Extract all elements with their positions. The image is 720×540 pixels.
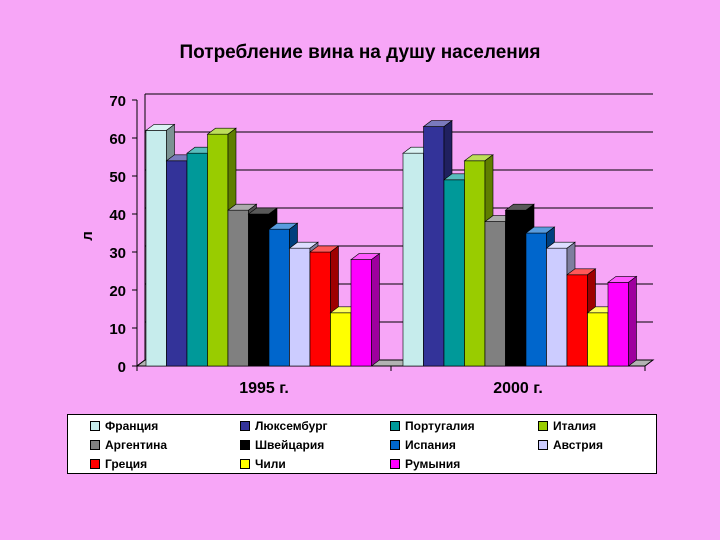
bar-front bbox=[227, 209, 249, 367]
bar-front bbox=[248, 213, 270, 367]
y-tick-label: 10 bbox=[109, 321, 126, 338]
legend-item: Испания bbox=[390, 438, 456, 452]
legend-label: Швейцария bbox=[255, 438, 325, 452]
bar-front bbox=[546, 247, 568, 367]
legend-item: Аргентина bbox=[90, 438, 167, 452]
legend-item: Португалия bbox=[390, 419, 475, 433]
legend-swatch bbox=[90, 421, 100, 431]
legend-label: Чили bbox=[255, 457, 286, 471]
legend-item: Люксембург bbox=[240, 419, 328, 433]
bar-front bbox=[289, 247, 311, 367]
legend-item: Франция bbox=[90, 419, 158, 433]
bar-front bbox=[402, 152, 424, 367]
legend: Франция Люксембург Португалия Италия Аргенти… bbox=[67, 414, 657, 474]
legend-label: Австрия bbox=[553, 438, 604, 452]
y-tick-label: 20 bbox=[109, 283, 126, 300]
y-tick-label: 70 bbox=[109, 93, 126, 110]
y-tick-label: 60 bbox=[109, 131, 126, 148]
legend-swatch bbox=[90, 440, 100, 450]
bar-front bbox=[484, 221, 506, 367]
legend-item: Швейцария bbox=[240, 438, 324, 452]
legend-item: Чили bbox=[240, 457, 286, 471]
bar-front bbox=[423, 126, 445, 367]
legend-item: Австрия bbox=[538, 438, 603, 452]
y-tick-label: 40 bbox=[109, 207, 126, 224]
legend-swatch bbox=[390, 459, 400, 469]
bar-front bbox=[443, 179, 465, 367]
x-tick-label: 2000 г. bbox=[493, 380, 543, 397]
bar-front bbox=[350, 259, 372, 367]
legend-swatch bbox=[90, 459, 100, 469]
legend-item: Греция bbox=[90, 457, 147, 471]
legend-label: Аргентина bbox=[105, 438, 168, 452]
bar-front bbox=[166, 160, 188, 367]
legend-swatch bbox=[240, 459, 250, 469]
legend-swatch bbox=[390, 421, 400, 431]
legend-swatch bbox=[538, 421, 548, 431]
y-tick-label: 50 bbox=[109, 169, 126, 186]
bar-front bbox=[309, 251, 331, 367]
bar-front bbox=[268, 228, 290, 367]
legend-label: Португалия bbox=[405, 419, 475, 433]
legend-label: Греция bbox=[105, 457, 148, 471]
legend-label: Франция bbox=[105, 419, 159, 433]
x-tick-label: 1995 г. bbox=[239, 380, 289, 397]
bar-front bbox=[145, 130, 167, 367]
bar-front bbox=[464, 160, 486, 367]
legend-swatch bbox=[240, 421, 250, 431]
legend-swatch bbox=[538, 440, 548, 450]
bar-front bbox=[566, 274, 588, 367]
chart-title: Потребление вина на душу населения bbox=[179, 42, 541, 63]
legend-swatch bbox=[390, 440, 400, 450]
bar-front bbox=[330, 312, 352, 367]
y-tick-label: 30 bbox=[109, 245, 126, 262]
bar-front bbox=[186, 152, 208, 367]
legend-label: Италия bbox=[553, 419, 597, 433]
legend-swatch bbox=[240, 440, 250, 450]
legend-item: Италия bbox=[538, 419, 596, 433]
bar-front bbox=[587, 312, 609, 367]
bar-side bbox=[628, 275, 637, 367]
bar-side bbox=[371, 253, 380, 367]
legend-item: Румыния bbox=[390, 457, 460, 471]
y-tick-label: 0 bbox=[118, 359, 126, 376]
legend-label: Румыния bbox=[405, 457, 461, 471]
legend-label: Испания bbox=[405, 438, 456, 452]
bar-front bbox=[607, 282, 629, 367]
bar-front bbox=[207, 133, 229, 367]
legend-label: Люксембург bbox=[255, 419, 328, 433]
bar-front bbox=[525, 232, 547, 367]
y-axis-label: л bbox=[79, 231, 96, 241]
bar-front bbox=[505, 209, 527, 367]
